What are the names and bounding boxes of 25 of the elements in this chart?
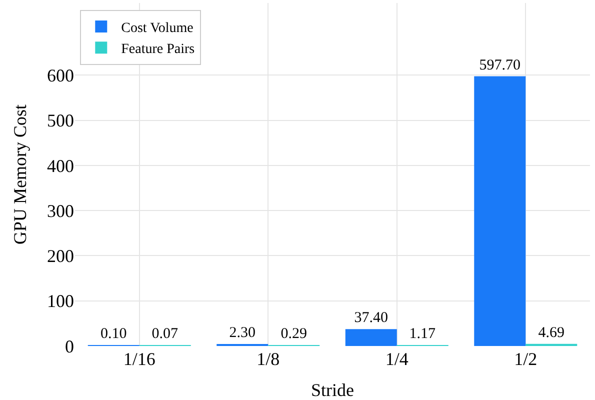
- bar: [474, 76, 526, 346]
- data-label: 597.70: [479, 57, 521, 74]
- y-tick-label: 200: [47, 246, 74, 266]
- data-label: 0.07: [152, 326, 179, 342]
- y-tick-label: 500: [47, 110, 74, 131]
- y-tick-label: 0: [65, 336, 74, 356]
- data-label: 0.10: [100, 326, 127, 342]
- y-axis-title: GPU Memory Cost: [10, 104, 30, 245]
- data-label: 2.30: [229, 325, 256, 341]
- x-tick-label: 1/4: [385, 349, 408, 369]
- x-tick-label: 1/16: [123, 349, 156, 369]
- x-tick-label: 1/8: [256, 349, 280, 369]
- data-label: 37.40: [354, 310, 388, 326]
- legend-label: Feature Pairs: [121, 42, 195, 58]
- x-tick-label: 1/2: [514, 349, 538, 369]
- legend-label: Cost Volume: [121, 20, 194, 36]
- bar: [345, 329, 397, 346]
- x-axis-title: Stride: [311, 380, 354, 400]
- y-tick-label: 600: [47, 66, 74, 86]
- data-label: 0.29: [280, 326, 308, 342]
- data-label: 4.69: [538, 324, 565, 341]
- data-label: 1.17: [409, 326, 436, 342]
- y-tick-label: 100: [47, 291, 74, 312]
- y-tick-label: 400: [47, 156, 74, 176]
- y-tick-label: 300: [47, 200, 74, 221]
